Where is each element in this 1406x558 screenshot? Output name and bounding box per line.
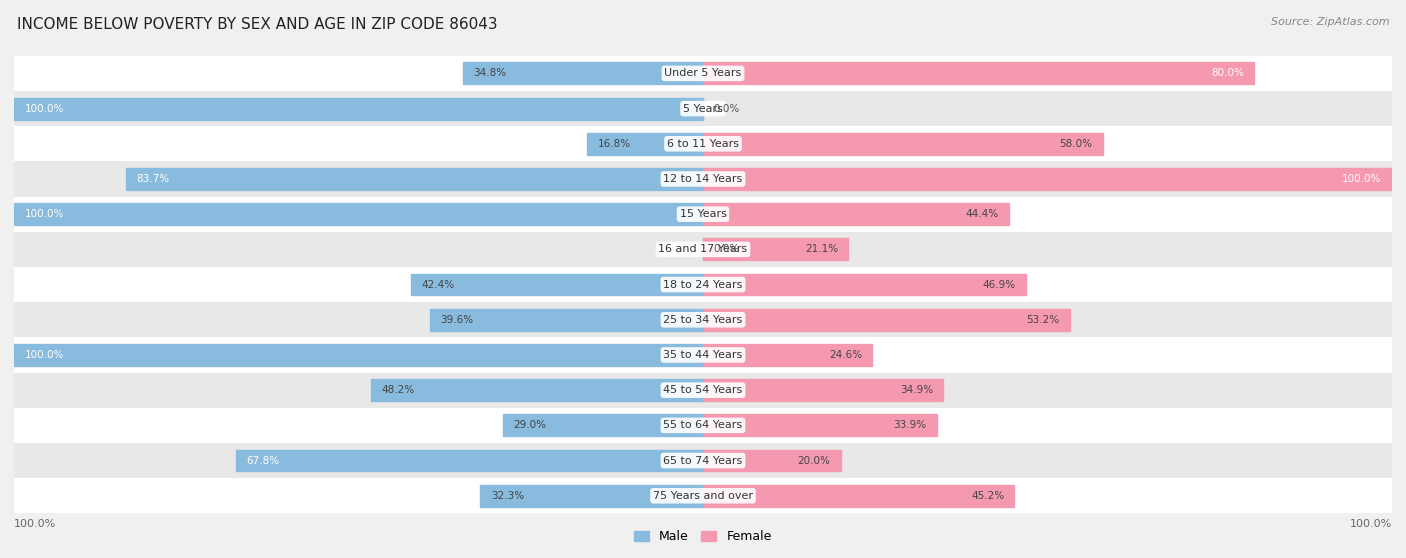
Bar	[481, 485, 703, 507]
Text: 55 to 64 Years: 55 to 64 Years	[664, 420, 742, 430]
Text: Under 5 Years: Under 5 Years	[665, 69, 741, 78]
Text: 34.9%: 34.9%	[900, 385, 934, 395]
Bar	[588, 133, 703, 155]
Text: 35 to 44 Years: 35 to 44 Years	[664, 350, 742, 360]
Text: 0.0%: 0.0%	[713, 104, 740, 114]
Text: Source: ZipAtlas.com: Source: ZipAtlas.com	[1271, 17, 1389, 27]
Text: 16.8%: 16.8%	[598, 139, 631, 149]
Text: 44.4%: 44.4%	[966, 209, 998, 219]
Bar	[127, 168, 703, 190]
Text: 48.2%: 48.2%	[381, 385, 415, 395]
Text: 18 to 24 Years: 18 to 24 Years	[664, 280, 742, 290]
Text: 80.0%: 80.0%	[1211, 69, 1244, 78]
Bar	[14, 373, 1392, 408]
Bar	[14, 408, 1392, 443]
Text: 24.6%: 24.6%	[830, 350, 862, 360]
Bar	[703, 415, 936, 436]
Text: 0.0%: 0.0%	[713, 244, 740, 254]
Bar	[371, 379, 703, 401]
Text: 33.9%: 33.9%	[893, 420, 927, 430]
Text: 21.1%: 21.1%	[804, 244, 838, 254]
Text: 25 to 34 Years: 25 to 34 Years	[664, 315, 742, 325]
Bar	[703, 203, 1010, 225]
Bar	[14, 98, 703, 119]
Text: 83.7%: 83.7%	[136, 174, 170, 184]
Bar	[430, 309, 703, 331]
Text: 42.4%: 42.4%	[422, 280, 454, 290]
Bar	[703, 450, 841, 472]
Bar	[703, 485, 1014, 507]
Text: 100.0%: 100.0%	[24, 104, 63, 114]
Bar	[703, 238, 848, 260]
Bar	[14, 478, 1392, 513]
Bar	[703, 344, 873, 366]
Bar	[14, 161, 1392, 196]
Bar	[14, 344, 703, 366]
Bar	[411, 273, 703, 296]
Text: 20.0%: 20.0%	[797, 455, 831, 465]
Bar	[14, 56, 1392, 91]
Text: 15 Years: 15 Years	[679, 209, 727, 219]
Bar	[14, 267, 1392, 302]
Bar	[703, 379, 943, 401]
Text: 100.0%: 100.0%	[14, 518, 56, 528]
Bar	[703, 273, 1026, 296]
Text: 100.0%: 100.0%	[1343, 174, 1382, 184]
Bar	[14, 443, 1392, 478]
Text: 39.6%: 39.6%	[440, 315, 474, 325]
Bar	[236, 450, 703, 472]
Bar	[14, 196, 1392, 232]
Text: 29.0%: 29.0%	[513, 420, 547, 430]
Text: 75 Years and over: 75 Years and over	[652, 491, 754, 501]
Text: 45 to 54 Years: 45 to 54 Years	[664, 385, 742, 395]
Text: 12 to 14 Years: 12 to 14 Years	[664, 174, 742, 184]
Bar	[703, 133, 1102, 155]
Text: 100.0%: 100.0%	[1350, 518, 1392, 528]
Legend: Male, Female: Male, Female	[630, 525, 776, 549]
Text: 32.3%: 32.3%	[491, 491, 524, 501]
Text: 6 to 11 Years: 6 to 11 Years	[666, 139, 740, 149]
Text: 67.8%: 67.8%	[246, 455, 280, 465]
Text: 100.0%: 100.0%	[24, 350, 63, 360]
Bar	[14, 126, 1392, 161]
Bar	[14, 232, 1392, 267]
Bar	[703, 62, 1254, 84]
Bar	[14, 302, 1392, 338]
Text: 46.9%: 46.9%	[983, 280, 1015, 290]
Text: 58.0%: 58.0%	[1059, 139, 1092, 149]
Bar	[463, 62, 703, 84]
Text: 16 and 17 Years: 16 and 17 Years	[658, 244, 748, 254]
Bar	[14, 91, 1392, 126]
Bar	[14, 203, 703, 225]
Text: 5 Years: 5 Years	[683, 104, 723, 114]
Text: 100.0%: 100.0%	[24, 209, 63, 219]
Bar	[703, 309, 1070, 331]
Text: 45.2%: 45.2%	[972, 491, 1004, 501]
Text: 34.8%: 34.8%	[474, 69, 506, 78]
Bar	[14, 338, 1392, 373]
Text: 65 to 74 Years: 65 to 74 Years	[664, 455, 742, 465]
Bar	[703, 168, 1392, 190]
Bar	[503, 415, 703, 436]
Text: 53.2%: 53.2%	[1026, 315, 1059, 325]
Text: INCOME BELOW POVERTY BY SEX AND AGE IN ZIP CODE 86043: INCOME BELOW POVERTY BY SEX AND AGE IN Z…	[17, 17, 498, 32]
